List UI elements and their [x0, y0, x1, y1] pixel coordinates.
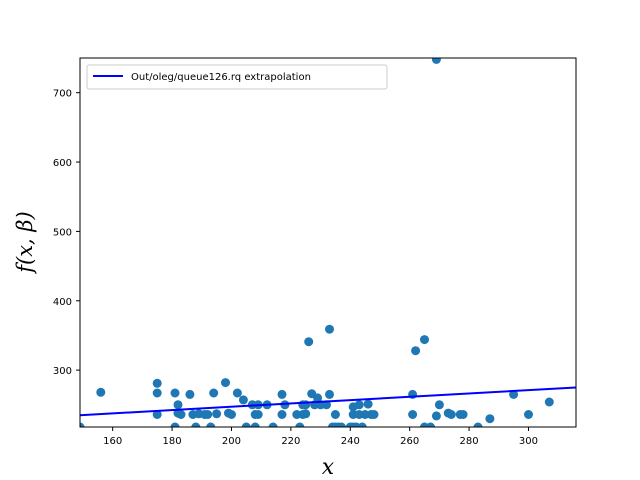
scatter-point — [304, 337, 314, 347]
scatter-point — [227, 410, 236, 419]
scatter-point — [170, 422, 180, 427]
scatter-point — [313, 393, 323, 403]
y-tick-label: 500 — [53, 227, 72, 238]
legend: Out/oleg/queue126.rq extrapolation — [86, 64, 388, 90]
x-tick-label: 300 — [519, 436, 538, 447]
scatter-point — [473, 422, 483, 427]
plot-frame — [79, 57, 577, 428]
legend-label: Out/oleg/queue126.rq extrapolation — [131, 72, 311, 83]
scatter-point — [458, 410, 468, 419]
scatter-point — [357, 422, 367, 427]
scatter-point — [446, 410, 456, 419]
plot-area — [80, 58, 576, 427]
scatter-point — [280, 400, 290, 410]
extrapolation-line-layer — [80, 386, 576, 417]
y-tick-label: 400 — [53, 297, 72, 308]
scatter-point — [411, 346, 421, 356]
scatter-point — [524, 410, 533, 419]
scatter-points — [80, 58, 554, 427]
x-tick-label: 180 — [163, 436, 182, 447]
scatter-point — [363, 399, 373, 409]
scatter-point — [325, 389, 334, 399]
scatter-point — [173, 400, 183, 410]
extrapolation-line — [80, 386, 576, 417]
scatter-point — [221, 378, 230, 388]
scatter-point — [301, 409, 311, 419]
scatter-point — [268, 422, 278, 427]
y-axis-ticks: 300 400 500 600 700 — [53, 89, 80, 377]
x-tick-label: 260 — [400, 436, 419, 447]
scatter-point — [485, 414, 495, 424]
x-tick-label: 200 — [222, 436, 241, 447]
scatter-point — [277, 410, 287, 419]
scatter-point — [369, 410, 379, 419]
scatter-point — [336, 422, 346, 427]
scatter-point — [96, 387, 106, 397]
scatter-point — [295, 422, 305, 427]
scatter-point — [277, 389, 287, 399]
scatter-point — [330, 410, 340, 419]
scatter-point — [185, 389, 195, 399]
scatter-point — [170, 388, 180, 398]
y-axis-label: f(x, β) — [13, 211, 37, 275]
scatter-point — [191, 422, 201, 427]
scatter-point — [325, 324, 334, 334]
scatter-point — [176, 410, 186, 419]
scatter-point — [212, 409, 222, 419]
x-tick-label: 160 — [103, 436, 122, 447]
scatter-point — [209, 388, 219, 398]
scatter-point — [420, 335, 429, 345]
scatter-point — [203, 410, 213, 419]
scatter-point — [408, 410, 418, 419]
scatter-point — [431, 58, 441, 64]
scatter-point — [152, 388, 162, 398]
scatter-point — [431, 411, 441, 421]
scatter-point — [238, 395, 248, 405]
x-tick-label: 220 — [281, 436, 300, 447]
scatter-point — [544, 397, 554, 407]
scatter-point — [206, 422, 216, 427]
scatter-point — [152, 378, 162, 388]
y-tick-label: 300 — [53, 366, 72, 377]
scatter-point — [509, 389, 519, 399]
scatter-point — [354, 400, 364, 410]
scatter-point — [250, 422, 260, 427]
x-tick-label: 280 — [460, 436, 479, 447]
scatter-point — [434, 400, 444, 410]
y-tick-label: 700 — [53, 89, 72, 100]
scatter-point — [152, 410, 162, 419]
x-axis-ticks: 160 180 200 220 240 260 280 300 — [103, 427, 538, 447]
x-axis-label: x — [322, 455, 335, 480]
legend-box — [86, 64, 388, 90]
scatter-point — [426, 422, 435, 427]
y-tick-label: 600 — [53, 158, 72, 169]
scatter-point — [241, 422, 251, 427]
scatter-point — [80, 422, 85, 427]
x-tick-label: 240 — [341, 436, 360, 447]
scatter-point — [253, 410, 263, 419]
scatter-point — [232, 388, 242, 398]
